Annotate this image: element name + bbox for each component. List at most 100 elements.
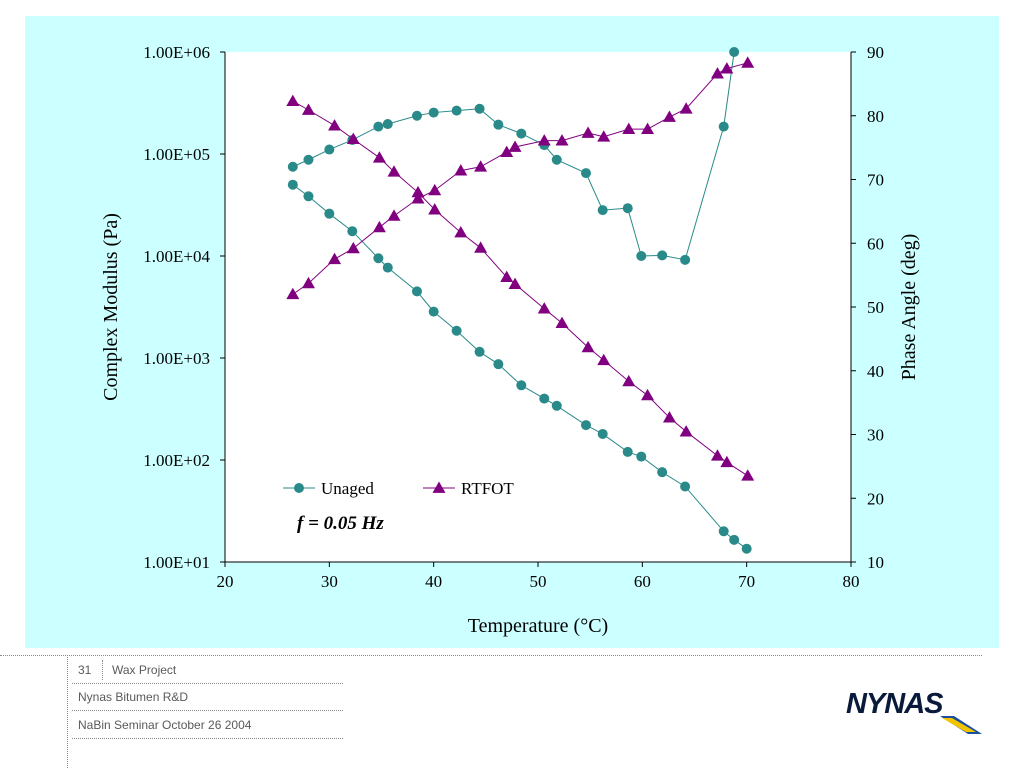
unaged-modulus-point — [539, 393, 550, 404]
rtfot-modulus-point — [411, 185, 425, 198]
rtfot-modulus-point — [428, 203, 442, 215]
rtfot-modulus-point — [679, 425, 693, 437]
unaged-modulus-point — [451, 325, 462, 336]
unaged-phase-point — [551, 154, 562, 165]
unaged-phase-point — [493, 119, 504, 130]
unaged-modulus-point — [287, 179, 298, 190]
rtfot-phase-point — [301, 276, 315, 289]
x-tick-label: 80 — [843, 572, 860, 591]
rtfot-phase-point — [508, 140, 522, 152]
rtfot-phase-point — [387, 209, 401, 221]
rtfot-modulus-point — [328, 119, 342, 131]
rtfot-phase-point — [328, 252, 342, 265]
organization-name: Nynas Bitumen R&D — [78, 690, 189, 704]
y2-tick-label: 10 — [867, 553, 884, 572]
x-axis-label: Temperature (°C) — [468, 615, 608, 637]
unaged-modulus-point — [411, 286, 422, 297]
unaged-modulus-point — [718, 526, 729, 537]
seminar-text: NaBin Seminar October 26 2004 — [78, 718, 252, 732]
unaged-phase-point — [303, 154, 314, 165]
x-tick-label: 50 — [530, 572, 547, 591]
rtfot-phase-point — [710, 67, 724, 79]
rtfot-phase-point — [346, 241, 360, 254]
unaged-phase-point — [729, 47, 740, 57]
rtfot-modulus-point — [454, 225, 468, 238]
rtfot-modulus-point — [537, 302, 551, 314]
rtfot-phase-point — [286, 287, 300, 300]
y-tick-label: 1.00E+03 — [143, 349, 210, 368]
y2-axis-label: Phase Angle (deg) — [898, 234, 920, 381]
x-tick-label: 20 — [217, 572, 234, 591]
y2-tick-label: 20 — [867, 489, 884, 508]
unaged-phase-line — [292, 51, 735, 261]
rtfot-modulus-point — [301, 103, 315, 115]
unaged-phase-point — [428, 107, 439, 118]
legend-label: Unaged — [321, 479, 374, 498]
unaged-phase-point — [287, 161, 298, 172]
rtfot-phase-point — [720, 62, 734, 74]
y-axis-label: Complex Modulus (Pa) — [100, 213, 122, 401]
unaged-phase-point — [411, 110, 422, 121]
legend-marker — [294, 483, 304, 493]
rtfot-phase-point — [428, 183, 442, 196]
unaged-modulus-point — [516, 380, 527, 391]
unaged-modulus-point — [324, 208, 335, 219]
nynas-logo: NYNAS — [846, 688, 982, 734]
rtfot-phase-point — [454, 164, 468, 176]
rtfot-phase-point — [555, 134, 569, 146]
rtfot-modulus-point — [387, 165, 401, 177]
legend-label: RTFOT — [461, 479, 514, 498]
rtfot-phase-point — [622, 122, 636, 135]
x-tick-label: 60 — [634, 572, 651, 591]
unaged-modulus-point — [474, 346, 485, 357]
unaged-modulus-point — [493, 359, 504, 370]
footer-row-organization: Nynas Bitumen R&D — [72, 684, 343, 711]
y-tick-label: 1.00E+02 — [143, 451, 210, 470]
rtfot-phase-point — [741, 56, 755, 68]
unaged-phase-point — [622, 203, 633, 214]
rtfot-modulus-point — [641, 388, 655, 401]
footer-row-project: 31 Wax Project — [72, 657, 343, 684]
unaged-phase-point — [324, 144, 335, 155]
footer-separator — [102, 660, 103, 680]
y2-tick-label: 50 — [867, 298, 884, 317]
unaged-modulus-point — [303, 191, 314, 202]
rtfot-modulus-point — [662, 411, 676, 423]
unaged-modulus-point — [580, 420, 591, 431]
y-tick-label: 1.00E+06 — [143, 43, 210, 62]
y-tick-label: 1.00E+04 — [143, 247, 210, 266]
rtfot-phase-point — [641, 122, 655, 135]
rtfot-modulus-point — [622, 374, 636, 387]
x-tick-label: 70 — [738, 572, 755, 591]
rtfot-modulus-point — [555, 316, 569, 328]
unaged-phase-point — [680, 254, 691, 265]
chart-panel: 20 30 40 50 60 70 80 1.00E+01 1.00E+02 1.00E+03 1.… — [25, 16, 999, 648]
slide-number: 31 — [78, 663, 92, 677]
unaged-modulus-point — [373, 253, 384, 264]
unaged-phase-point — [657, 250, 668, 261]
y2-tick-label: 70 — [867, 171, 884, 190]
rtfot-modulus-point — [500, 270, 514, 283]
legend-marker — [432, 481, 446, 493]
rtfot-phase-point — [537, 134, 551, 146]
rtfot-modulus-point — [741, 469, 755, 481]
footer-row-seminar: NaBin Seminar October 26 2004 — [72, 712, 343, 739]
unaged-phase-point — [382, 119, 393, 130]
logo-wordmark: NYNAS — [846, 688, 944, 720]
y-tick-label: 1.00E+01 — [143, 553, 210, 572]
rtfot-modulus-point — [346, 132, 360, 144]
logo-stripe-yellow — [942, 718, 976, 732]
unaged-modulus-point — [347, 226, 358, 237]
rtfot-phase-point — [500, 145, 514, 157]
rtfot-modulus-point — [720, 455, 734, 468]
unaged-phase-point — [597, 205, 608, 216]
unaged-modulus-point — [741, 543, 752, 554]
rtfot-modulus-point — [508, 277, 522, 289]
rtfot-phase-point — [581, 126, 595, 138]
unaged-phase-point — [474, 103, 485, 114]
unaged-phase-point — [373, 121, 384, 132]
unaged-modulus-point — [622, 446, 633, 457]
y2-tick-label: 80 — [867, 107, 884, 126]
rtfot-modulus-point — [474, 241, 488, 253]
unaged-phase-point — [516, 128, 527, 139]
